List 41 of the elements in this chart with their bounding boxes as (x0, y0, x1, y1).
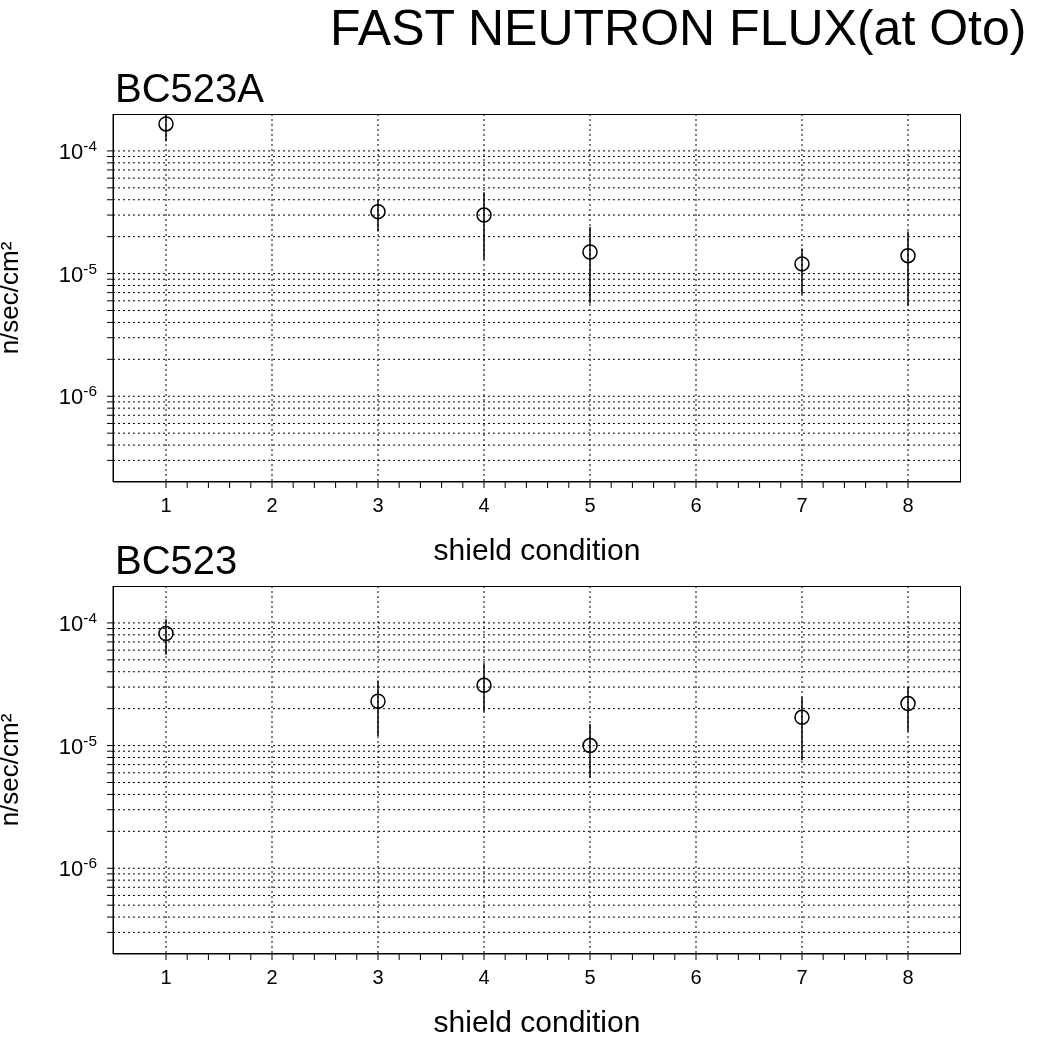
y-tick-label: 10$^{-4}$ (58, 136, 98, 164)
x-axis-title: shield condition (433, 533, 641, 566)
y-tick-label: 10$^{-6}$ (58, 853, 97, 882)
x-tick-label: 8 (902, 494, 914, 516)
chart-title: BC523 (115, 538, 238, 582)
point (370, 203, 386, 220)
y-tick-label: 10$^{-5}$ (58, 731, 97, 759)
x-tick-label: 4 (478, 966, 490, 988)
y-tick-label: 10$^{-6}$ (58, 381, 97, 410)
point (900, 247, 916, 264)
x-tick-label: 1 (160, 966, 172, 988)
point (476, 207, 492, 223)
x-tick-label: 6 (690, 966, 702, 988)
point (794, 709, 810, 726)
x-tick-label: 2 (266, 494, 278, 516)
y-axis-title: n/sec/cm² (0, 241, 25, 355)
point (582, 244, 598, 260)
x-tick-label: 1 (160, 494, 172, 516)
point (370, 693, 386, 709)
x-tick-label: 2 (266, 966, 278, 988)
x-tick-label: 7 (796, 494, 808, 516)
y-axis-title: n/sec/cm² (0, 713, 25, 827)
point (158, 116, 174, 132)
point (158, 625, 174, 642)
point (476, 677, 492, 694)
chart-subtitle: BC523A (115, 66, 264, 110)
x-tick-label: 5 (584, 494, 596, 516)
y-tick-label: 10$^{-4}$ (58, 608, 98, 636)
x-tick-label: 6 (690, 494, 702, 516)
x-tick-label: 3 (372, 966, 384, 988)
x-tick-label: 7 (796, 966, 808, 988)
point (900, 695, 916, 712)
y-tick-label: 10$^{-5}$ (58, 259, 97, 287)
x-tick-label: 8 (902, 966, 914, 988)
point (794, 256, 810, 272)
chart-title: FAST NEUTRON FLUX(at Oto) (330, 0, 1027, 56)
x-tick-label: 3 (372, 494, 384, 516)
x-axis-title: shield condition (433, 1005, 641, 1038)
x-tick-label: 5 (584, 966, 596, 988)
x-tick-label: 4 (478, 494, 490, 516)
point (582, 737, 598, 754)
